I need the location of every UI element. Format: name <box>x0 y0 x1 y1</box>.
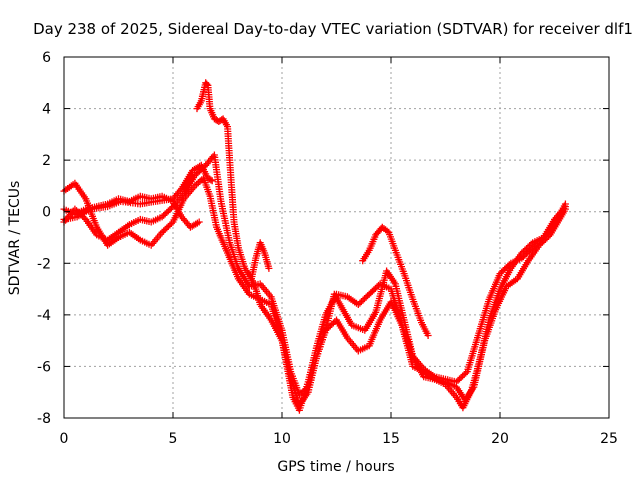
x-tick-label: 10 <box>273 431 291 447</box>
x-tick-label: 25 <box>600 431 618 447</box>
series-trace-7 <box>359 223 432 339</box>
x-axis-ticks: 0 5 10 15 20 25 <box>60 57 618 447</box>
y-tick-label: 4 <box>42 102 51 118</box>
plot-frame <box>63 56 610 419</box>
y-tick-label: 0 <box>42 205 51 221</box>
x-tick-label: 5 <box>169 431 178 447</box>
x-tick-label: 0 <box>60 431 69 447</box>
series-trace-5 <box>193 79 569 409</box>
y-tick-label: 2 <box>42 153 51 169</box>
x-tick-label: 20 <box>491 431 509 447</box>
data-series <box>60 79 569 414</box>
y-tick-label: 6 <box>42 50 51 66</box>
series-trace-6 <box>248 239 273 283</box>
y-tick-label: -6 <box>37 359 51 375</box>
y-tick-label: -8 <box>37 411 51 427</box>
grid-lines <box>64 57 609 418</box>
y-axis-label: SDTVAR / TECUs <box>7 181 23 296</box>
series-trace-3 <box>60 151 569 412</box>
chart-title: Day 238 of 2025, Sidereal Day-to-day VTE… <box>33 20 633 38</box>
x-tick-label: 15 <box>382 431 400 447</box>
x-axis-label: GPS time / hours <box>277 459 394 475</box>
y-tick-label: -2 <box>37 256 51 272</box>
y-axis-ticks: -8 -6 -4 -2 0 2 4 6 <box>37 50 609 427</box>
y-tick-label: -4 <box>37 308 51 324</box>
